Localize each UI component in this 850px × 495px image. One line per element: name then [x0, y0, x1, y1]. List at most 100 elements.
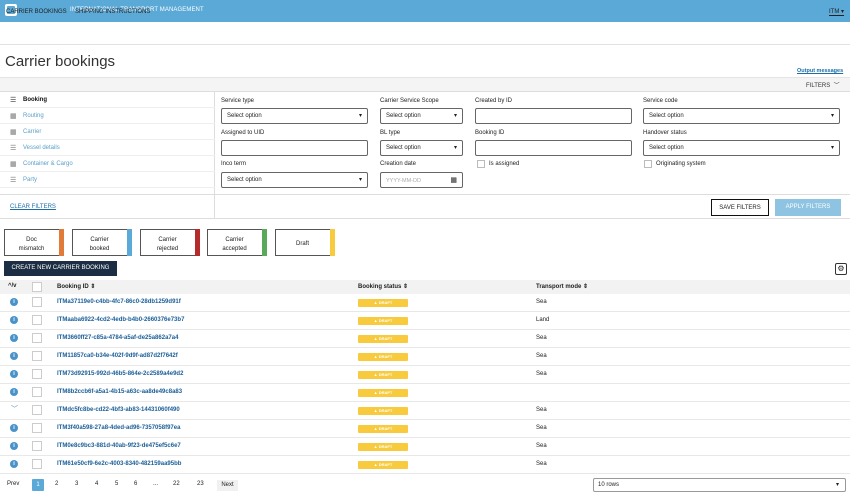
- pagination-page[interactable]: 23: [197, 481, 204, 487]
- booking-id-link[interactable]: ITM11857ca0-b34e-402f-9d9f-ad87d2f7642f: [57, 353, 178, 359]
- row-checkbox[interactable]: [32, 297, 42, 307]
- bl-type-select[interactable]: Select option ▾: [380, 140, 463, 156]
- info-icon[interactable]: i: [10, 442, 18, 450]
- booking-id-input[interactable]: [475, 140, 632, 156]
- table-row[interactable]: i ITM11857ca0-b34e-402f-9d9f-ad87d2f7642f…: [0, 348, 850, 366]
- inco-term-select[interactable]: Select option ▾: [221, 172, 368, 188]
- pagination-page[interactable]: 4: [95, 481, 99, 487]
- table-row[interactable]: i ITM3660ff27-c85a-4784-a5af-de25a862a7a4…: [0, 330, 850, 348]
- status-card-carrier-accepted[interactable]: Carrier accepted: [207, 229, 267, 256]
- app-title: INTERNATIONAL TRANSPORT MANAGEMENT: [70, 7, 204, 13]
- table-row[interactable]: i ITM73d92915-992d-46b5-864e-2c2589a4e9d2…: [0, 366, 850, 384]
- row-checkbox[interactable]: [32, 315, 42, 325]
- info-icon[interactable]: i: [10, 316, 18, 324]
- row-checkbox[interactable]: [32, 459, 42, 469]
- status-badge: ▲ DRAFT: [358, 443, 408, 451]
- carrier-service-scope-select[interactable]: Select option ▾: [380, 108, 463, 124]
- calendar-icon[interactable]: ▦: [450, 177, 457, 184]
- pagination-page[interactable]: 22: [173, 481, 180, 487]
- table-row[interactable]: i ITM61e50cf9-6e2c-4003-8340-482159aa95bb…: [0, 456, 850, 474]
- booking-id-link[interactable]: ITMdc5fc8be-cd22-4bf3-ab83-14431060f490: [57, 407, 180, 413]
- category-routing[interactable]: ▦ Routing: [0, 108, 215, 124]
- chevron-down-icon[interactable]: ﹀: [11, 406, 18, 413]
- pagination-page[interactable]: 5: [115, 481, 119, 487]
- status-card-carrier-booked[interactable]: Carrier booked: [72, 229, 132, 256]
- service-type-select[interactable]: Select option ▾: [221, 108, 368, 124]
- booking-id-link[interactable]: ITMaaba6922-4cd2-4edb-b4b0-2660376e73b7: [57, 317, 185, 323]
- rows-per-page-select[interactable]: 10 rows ▾: [593, 478, 846, 492]
- booking-id-link[interactable]: ITM8b2ccb6f-a5a1-4b15-a63c-aa8de49c8a83: [57, 389, 183, 395]
- row-checkbox[interactable]: [32, 441, 42, 451]
- booking-id-link[interactable]: ITM73d92915-992d-46b5-864e-2c2589a4e9d2: [57, 371, 184, 377]
- table-row[interactable]: i ITMa37119e0-c4bb-4fc7-86c0-28db1259d91f…: [0, 294, 850, 312]
- select-all-checkbox[interactable]: [32, 282, 42, 292]
- grid-icon: ▦: [10, 129, 17, 136]
- row-checkbox[interactable]: [32, 333, 42, 343]
- row-checkbox[interactable]: [32, 405, 42, 415]
- nav-shipping-instructions[interactable]: SHIPPING INSTRUCTIONS: [75, 9, 151, 15]
- info-icon[interactable]: i: [10, 424, 18, 432]
- info-icon[interactable]: i: [10, 370, 18, 378]
- info-icon[interactable]: i: [10, 460, 18, 468]
- creation-date-input[interactable]: YYYY-MM-DD ▦: [380, 172, 463, 188]
- category-carrier[interactable]: ▦ Carrier: [0, 124, 215, 140]
- booking-id-link[interactable]: ITM3660ff27-c85a-4784-a5af-de25a862a7a4: [57, 335, 179, 341]
- originating-system-checkbox[interactable]: [644, 160, 652, 168]
- category-party[interactable]: ☰ Party: [0, 172, 215, 188]
- pagination-page-current[interactable]: 1: [32, 479, 44, 491]
- category-vessel-details[interactable]: ☰ Vessel details: [0, 140, 215, 156]
- category-label: Booking: [23, 97, 47, 103]
- user-menu[interactable]: ITM ▾: [829, 8, 845, 16]
- info-icon[interactable]: i: [10, 334, 18, 342]
- column-header-booking-id[interactable]: Booking ID ⇕: [57, 283, 95, 290]
- is-assigned-checkbox[interactable]: [477, 160, 485, 168]
- category-booking[interactable]: ☰ Booking: [0, 92, 215, 108]
- row-checkbox[interactable]: [32, 423, 42, 433]
- table-row[interactable]: i ITM3f40a598-27a8-4ded-ad96-7357058f97ea…: [0, 420, 850, 438]
- status-card-carrier-rejected[interactable]: Carrier rejected: [140, 229, 200, 256]
- app-logo[interactable]: [5, 4, 17, 16]
- nav-carrier-bookings[interactable]: CARRIER BOOKINGS: [6, 9, 67, 15]
- status-card-draft[interactable]: Draft: [275, 229, 335, 256]
- info-icon[interactable]: i: [10, 352, 18, 360]
- created-by-id-input[interactable]: [475, 108, 632, 124]
- pagination-next[interactable]: Next: [217, 480, 238, 491]
- pagination-page[interactable]: 6: [134, 481, 138, 487]
- table-row[interactable]: i ITMaaba6922-4cd2-4edb-b4b0-2660376e73b7…: [0, 312, 850, 330]
- divider: [0, 194, 215, 195]
- booking-id-link[interactable]: ITM0e8c9bc3-881d-40ab-9f23-de475ef5c6e7: [57, 443, 181, 449]
- column-header-booking-status[interactable]: Booking status ⇕: [358, 283, 408, 290]
- booking-id-link[interactable]: ITM61e50cf9-6e2c-4003-8340-482159aa95bb: [57, 461, 182, 467]
- create-carrier-booking-button[interactable]: CREATE NEW CARRIER BOOKING: [4, 261, 117, 276]
- category-container-cargo[interactable]: ▦ Container & Cargo: [0, 156, 215, 172]
- handover-status-select[interactable]: Select option ▾: [643, 140, 840, 156]
- pagination-page[interactable]: 2: [55, 481, 59, 487]
- table-row[interactable]: i ITM8b2ccb6f-a5a1-4b15-a63c-aa8de49c8a83…: [0, 384, 850, 402]
- row-checkbox[interactable]: [32, 369, 42, 379]
- column-header-transport-mode[interactable]: Transport mode ⇕: [536, 283, 588, 290]
- clear-filters-link[interactable]: CLEAR FILTERS: [10, 204, 56, 210]
- pagination-prev[interactable]: Prev: [7, 481, 20, 487]
- pagination-page[interactable]: 3: [75, 481, 79, 487]
- gear-icon[interactable]: ⚙: [835, 263, 847, 275]
- booking-id-link[interactable]: ITMa37119e0-c4bb-4fc7-86c0-28db1259d91f: [57, 299, 181, 305]
- save-filters-button[interactable]: SAVE FILTERS: [711, 199, 769, 216]
- row-checkbox[interactable]: [32, 351, 42, 361]
- status-badge: ▲ DRAFT: [358, 461, 408, 469]
- table-row[interactable]: i ITM0e8c9bc3-881d-40ab-9f23-de475ef5c6e7…: [0, 438, 850, 456]
- apply-filters-button[interactable]: APPLY FILTERS: [775, 199, 841, 216]
- info-icon[interactable]: i: [10, 388, 18, 396]
- service-type-label: Service type: [221, 98, 255, 104]
- info-icon[interactable]: i: [10, 298, 18, 306]
- assigned-to-uid-input[interactable]: [221, 140, 368, 156]
- output-messages-link[interactable]: Output messages: [797, 68, 844, 74]
- sort-icon: ⇕: [583, 284, 589, 290]
- expand-collapse-all-icon[interactable]: ^/v: [8, 283, 17, 289]
- status-text: DRAFT: [378, 408, 393, 413]
- status-card-doc-mismatch[interactable]: Doc mismatch: [4, 229, 64, 256]
- table-row[interactable]: ﹀ ITMdc5fc8be-cd22-4bf3-ab83-14431060f490…: [0, 402, 850, 420]
- filters-toggle[interactable]: FILTERS ﹀: [806, 80, 840, 89]
- row-checkbox[interactable]: [32, 387, 42, 397]
- service-code-select[interactable]: Select option ▾: [643, 108, 840, 124]
- booking-id-link[interactable]: ITM3f40a598-27a8-4ded-ad96-7357058f97ea: [57, 425, 181, 431]
